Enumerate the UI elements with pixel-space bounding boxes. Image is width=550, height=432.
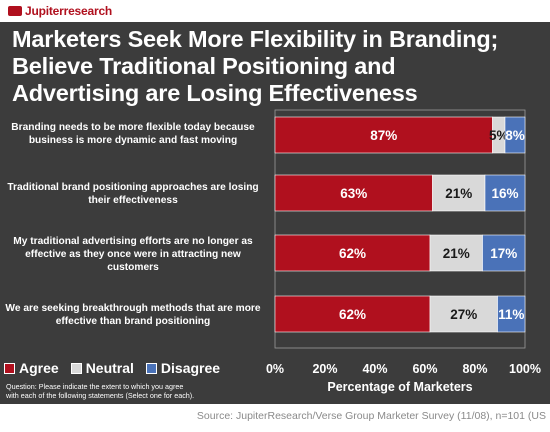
data-label-neutral: 21% [443,246,470,261]
legend-label: Neutral [85,360,134,376]
bar-neutral [429,234,483,272]
data-label-agree: 87% [370,128,397,143]
bar-neutral [432,174,486,212]
bar-disagree [497,295,526,333]
bar-agree [274,234,431,272]
data-label-agree: 62% [339,246,366,261]
data-label-disagree: 17% [490,246,517,261]
data-label-agree: 62% [339,307,366,322]
legend-label: Agree [19,360,59,376]
x-tick-label: 40% [362,362,387,376]
source-note: Source: JupiterResearch/Verse Group Mark… [196,410,546,422]
legend-label: Disagree [160,360,221,376]
jupiter-logo-icon [8,6,22,16]
bar-disagree [482,234,526,272]
legend-item-neutral: Neutral [70,360,134,376]
category-label: Traditional brand positioning approaches… [0,181,268,207]
data-label-neutral: 21% [445,186,472,201]
x-tick-label: 80% [462,362,487,376]
legend: Agree Neutral Disagree [4,359,220,377]
category-label: We are seeking breakthrough methods that… [0,302,268,328]
data-label-disagree: 8% [505,128,525,143]
bar-agree [274,116,493,154]
x-tick-label: 0% [266,362,284,376]
survey-question: Question: Please indicate the extent to … [6,382,266,400]
legend-swatch-disagree [145,362,157,374]
x-tick-label: 60% [412,362,437,376]
title-line: Advertising are Losing Effectiveness [12,80,418,106]
title-line: Marketers Seek More Flexibility in Brand… [12,26,499,52]
category-label-line: effective than brand positioning [55,316,211,327]
category-label-line: business is more dynamic and fast moving [28,135,238,146]
data-label-agree: 63% [340,186,367,201]
category-label-line: effective as they once were in attractin… [25,249,241,260]
title-line: Believe Traditional Positioning and [12,53,396,79]
category-label: Branding needs to be more flexible today… [0,121,268,147]
legend-swatch-agree [4,362,15,374]
x-tick-label: 20% [312,362,337,376]
brand-bar: Jupiterresearch [0,0,550,22]
category-label-line: customers [107,262,159,273]
legend-item-disagree: Disagree [145,360,221,376]
bar-neutral [429,295,498,333]
category-label-line: We are seeking breakthrough methods that… [5,303,261,314]
bar-agree [274,295,431,333]
bar-disagree [504,116,526,154]
data-label-disagree: 16% [491,186,518,201]
brand-logo: Jupiterresearch [8,3,112,19]
plot-frame [274,109,526,349]
bar-disagree [484,174,526,212]
bar-chart: 87% 5%8% 63% 21% 16% 62% 21% 17% 62% 27% 11% 0% 20% 4… [266,109,541,376]
question-line: Question: Please indicate the extent to … [6,382,184,391]
brand-name: Jupiterresearch [25,4,113,18]
bar-agree [274,174,433,212]
question-line: with each of the following statements (S… [6,391,195,400]
legend-swatch-neutral [70,362,82,374]
data-label-neutral: 5% [489,128,509,143]
category-label: My traditional advertising efforts are n… [0,235,268,274]
slide-title: Marketers Seek More Flexibility in Brand… [12,26,542,107]
category-label-line: Traditional brand positioning approaches… [7,182,259,193]
data-label-disagree: 11% [498,307,524,322]
category-label-line: My traditional advertising efforts are n… [13,236,253,247]
category-label-line: Branding needs to be more flexible today… [11,122,255,133]
x-tick-label: 100% [509,362,541,376]
legend-item-agree: Agree [4,360,59,376]
x-axis-title: Percentage of Marketers [327,380,473,394]
category-label-line: their effectiveness [88,195,178,206]
data-label-neutral: 27% [450,307,477,322]
